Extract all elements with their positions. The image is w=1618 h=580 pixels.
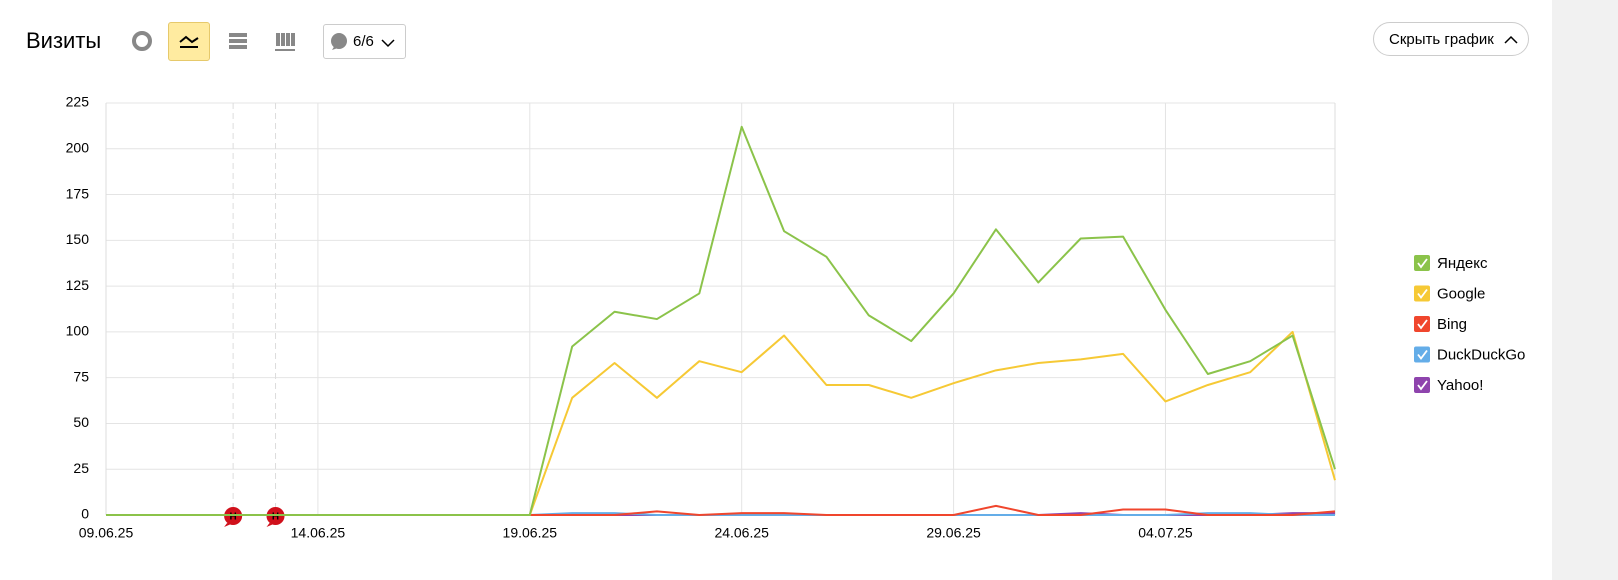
legend-swatch — [1414, 316, 1430, 332]
y-tick-label: 75 — [73, 368, 89, 384]
legend-check — [1417, 349, 1428, 360]
legend-check — [1417, 319, 1428, 330]
y-tick-label: 50 — [73, 414, 89, 430]
x-tick-label: 19.06.25 — [503, 525, 558, 541]
legend-label: Google — [1437, 285, 1485, 302]
legend-item[interactable]: DuckDuckGo — [1414, 346, 1525, 363]
bar-button[interactable] — [273, 29, 297, 53]
chart: 0 25 50 75 100 125 150 175 200 225 09.06.25 14.06.2… — [66, 94, 1526, 541]
y-tick-label: 0 — [81, 506, 89, 522]
x-tick-label: 29.06.25 — [926, 525, 981, 541]
legend-label: Яндекс — [1437, 255, 1488, 272]
scrollbar — [1552, 0, 1618, 580]
legend-item[interactable]: Google — [1414, 285, 1485, 302]
legend-check — [1417, 380, 1428, 391]
legend-item[interactable]: Yahoo! — [1414, 377, 1483, 394]
title: Визиты — [26, 28, 102, 53]
toolbar: Визиты 6/6 Скрыть график — [0, 0, 1550, 80]
pie-button[interactable] — [130, 29, 154, 53]
y-tick-label: 150 — [66, 231, 90, 247]
legend-label: DuckDuckGo — [1437, 346, 1525, 363]
counter: 6/6 — [353, 33, 374, 50]
y-tick-label: 25 — [73, 460, 89, 476]
icon — [1504, 35, 1518, 44]
annotations-dropdown[interactable]: 6/6 — [323, 24, 406, 59]
legend-swatch — [1414, 377, 1430, 393]
y-tick-label: 125 — [66, 277, 90, 293]
legend-swatch — [1414, 255, 1430, 271]
icon — [331, 33, 347, 50]
legend-label: Yahoo! — [1437, 377, 1483, 394]
y-tick-label: 200 — [66, 139, 90, 155]
icon — [229, 33, 247, 49]
x-tick-label: 04.07.25 — [1138, 525, 1193, 541]
button-label: Скрыть график — [1389, 31, 1494, 48]
line-button[interactable] — [168, 22, 210, 61]
annotation-label: Н — [272, 512, 279, 523]
y-tick-label: 225 — [66, 94, 90, 110]
x-tick-label: 24.06.25 — [714, 525, 769, 541]
y-tick-label: 100 — [66, 323, 90, 339]
hide-chart-button[interactable]: Скрыть график — [1373, 22, 1529, 56]
legend-item[interactable]: Яндекс — [1414, 255, 1488, 272]
area-button[interactable] — [226, 29, 250, 53]
legend-item[interactable]: Bing — [1414, 316, 1467, 333]
legend-swatch — [1414, 285, 1430, 302]
x-tick-label: 09.06.25 — [79, 525, 134, 541]
icon — [132, 31, 152, 51]
x-tick-label: 14.06.25 — [291, 525, 346, 541]
series-line — [106, 125, 1336, 516]
y-tick-label: 175 — [66, 185, 90, 201]
legend-swatch — [1414, 346, 1430, 363]
annotation-label: Н — [230, 512, 237, 523]
legend-check — [1417, 258, 1428, 269]
icon — [275, 33, 295, 51]
legend-label: Bing — [1437, 316, 1467, 333]
icon — [381, 39, 395, 48]
icon — [179, 35, 199, 48]
series-line — [106, 504, 1336, 516]
legend-check — [1417, 288, 1428, 299]
